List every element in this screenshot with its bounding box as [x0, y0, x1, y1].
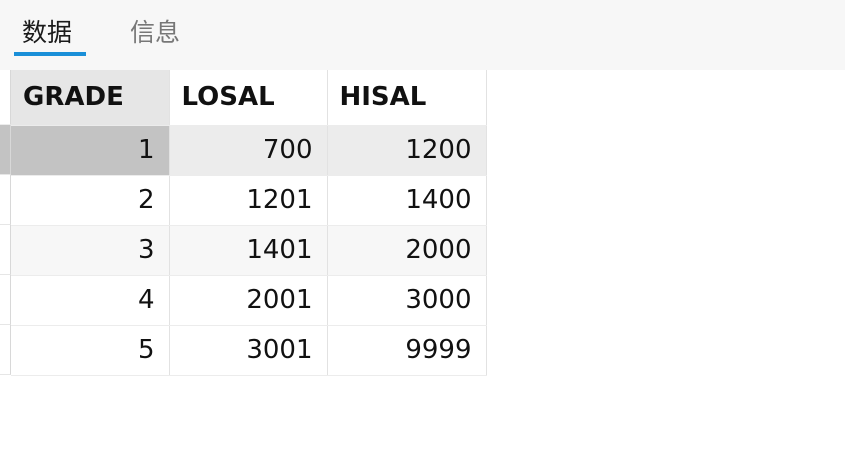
table-row[interactable]: 5 3001 9999: [11, 325, 487, 376]
cell-losal[interactable]: 2001: [169, 275, 328, 326]
cell-grade[interactable]: 2: [11, 175, 170, 226]
cell-hisal[interactable]: 9999: [327, 325, 487, 376]
header-row: GRADE LOSAL HISAL: [11, 70, 487, 126]
column-header-grade[interactable]: GRADE: [11, 70, 170, 126]
table-row[interactable]: 3 1401 2000: [11, 225, 487, 276]
cell-losal[interactable]: 700: [169, 125, 328, 176]
tab-info-label: 信息: [130, 18, 181, 47]
row-marker-3[interactable]: [0, 225, 11, 275]
cell-losal[interactable]: 1201: [169, 175, 328, 226]
cell-losal[interactable]: 1401: [169, 225, 328, 276]
column-header-hisal[interactable]: HISAL: [327, 70, 487, 126]
active-tab-indicator: [14, 52, 86, 56]
cell-hisal[interactable]: 3000: [327, 275, 487, 326]
cell-grade[interactable]: 1: [11, 125, 170, 176]
row-marker-4[interactable]: [0, 275, 11, 325]
result-grid-area: GRADE LOSAL HISAL 1 700 1200 2 1201 1400…: [0, 70, 845, 467]
tab-data-label: 数据: [22, 18, 73, 47]
row-marker-2[interactable]: [0, 175, 11, 225]
table-row[interactable]: 2 1201 1400: [11, 175, 487, 226]
row-marker-5[interactable]: [0, 325, 11, 375]
tab-data[interactable]: 数据: [14, 14, 86, 56]
column-header-losal[interactable]: LOSAL: [169, 70, 328, 126]
cell-grade[interactable]: 4: [11, 275, 170, 326]
tab-info[interactable]: 信息: [130, 14, 190, 56]
data-grid: GRADE LOSAL HISAL 1 700 1200 2 1201 1400…: [11, 70, 487, 376]
cell-grade[interactable]: 5: [11, 325, 170, 376]
cell-losal[interactable]: 3001: [169, 325, 328, 376]
table-row[interactable]: 4 2001 3000: [11, 275, 487, 326]
cell-hisal[interactable]: 1200: [327, 125, 487, 176]
cell-hisal[interactable]: 2000: [327, 225, 487, 276]
cell-hisal[interactable]: 1400: [327, 175, 487, 226]
tab-bar: 数据 信息: [0, 0, 845, 70]
cell-grade[interactable]: 3: [11, 225, 170, 276]
table-row[interactable]: 1 700 1200: [11, 125, 487, 176]
grid-corner: [0, 70, 11, 125]
row-marker-1[interactable]: [0, 125, 11, 175]
